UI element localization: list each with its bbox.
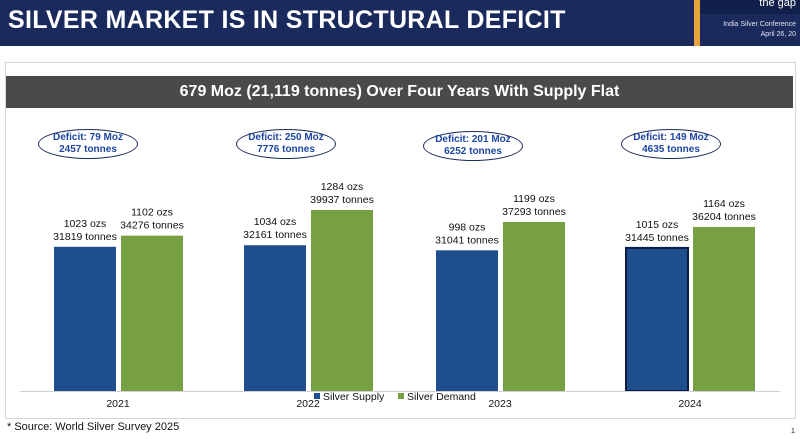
x-tick-label-2021: 2021 bbox=[106, 398, 130, 410]
legend-label-demand: Silver Demand bbox=[407, 391, 476, 403]
x-tick-label-2023: 2023 bbox=[488, 398, 512, 410]
page-title: SILVER MARKET IS IN STRUCTURAL DEFICIT bbox=[8, 6, 566, 34]
deficit-tonnes: 2457 tonnes bbox=[59, 144, 117, 155]
source-note: * Source: World Silver Survey 2025 bbox=[7, 421, 180, 433]
deficit-tonnes: 6252 tonnes bbox=[444, 146, 502, 157]
bar-value-label: 1023 ozs bbox=[64, 218, 107, 230]
bar-tonnes-label: 32161 tonnes bbox=[243, 229, 307, 241]
supply-bar-2022 bbox=[244, 245, 306, 391]
legend-label-supply: Silver Supply bbox=[323, 391, 385, 403]
deficit-moz: Deficit: 201 Moz bbox=[435, 134, 511, 145]
header-right-text: the gap bbox=[759, 0, 796, 9]
deficit-callout-2024: Deficit: 149 Moz 4635 tonnes bbox=[621, 129, 721, 159]
bar-tonnes-label: 31041 tonnes bbox=[435, 234, 499, 246]
deficit-callout-2022: Deficit: 250 Moz 7776 tonnes bbox=[236, 129, 336, 159]
deficit-tonnes: 4635 tonnes bbox=[642, 144, 700, 155]
x-tick-label-2022: 2022 bbox=[296, 398, 320, 410]
deficit-callout-2023: Deficit: 201 Moz 6252 tonnes bbox=[423, 131, 523, 161]
page-number: 1 bbox=[791, 428, 795, 435]
conference-date: April 26, 20 bbox=[760, 31, 796, 38]
bar-tonnes-label: 37293 tonnes bbox=[502, 206, 566, 218]
bar-tonnes-label: 31819 tonnes bbox=[53, 231, 117, 243]
x-tick-label-2024: 2024 bbox=[678, 398, 702, 410]
bar-value-label: 1034 ozs bbox=[254, 216, 297, 228]
deficit-callout-2021: Deficit: 79 Moz 2457 tonnes bbox=[38, 129, 138, 159]
chart-banner: 679 Moz (21,119 tonnes) Over Four Years … bbox=[6, 76, 793, 108]
legend-swatch-demand bbox=[398, 393, 404, 399]
demand-bar-2023 bbox=[503, 221, 565, 391]
bar-tonnes-label: 31445 tonnes bbox=[625, 232, 689, 244]
demand-bar-2022 bbox=[311, 210, 373, 391]
conference-info: India Silver Conference April 26, 20 bbox=[723, 20, 796, 40]
demand-bar-2021 bbox=[121, 235, 183, 391]
demand-bar-2024 bbox=[693, 226, 755, 391]
bar-tonnes-label: 39937 tonnes bbox=[310, 194, 374, 206]
bar-value-label: 1199 ozs bbox=[513, 193, 555, 205]
header-accent-stripe bbox=[694, 0, 700, 46]
supply-bar-2023 bbox=[436, 250, 498, 391]
bar-value-label: 1284 ozs bbox=[321, 181, 364, 193]
legend-swatch-supply bbox=[314, 393, 320, 399]
header-right-box: the gap bbox=[700, 0, 800, 14]
deficit-moz: Deficit: 250 Moz bbox=[248, 132, 324, 143]
bar-value-label: 1102 ozs bbox=[131, 207, 173, 219]
bar-value-label: 998 ozs bbox=[449, 221, 486, 233]
deficit-tonnes: 7776 tonnes bbox=[257, 144, 315, 155]
bar-value-label: 1015 ozs bbox=[636, 219, 679, 231]
bar-tonnes-label: 36204 tonnes bbox=[692, 211, 756, 223]
header-bar: SILVER MARKET IS IN STRUCTURAL DEFICIT t… bbox=[0, 0, 800, 46]
bar-value-label: 1164 ozs bbox=[703, 198, 745, 210]
deficit-moz: Deficit: 79 Moz bbox=[52, 132, 123, 143]
supply-bar-2024 bbox=[625, 246, 689, 392]
deficit-moz: Deficit: 149 Moz bbox=[633, 132, 709, 143]
conference-name: India Silver Conference bbox=[723, 21, 796, 28]
bar-tonnes-label: 34276 tonnes bbox=[120, 220, 184, 232]
supply-bar-2021 bbox=[54, 246, 116, 391]
